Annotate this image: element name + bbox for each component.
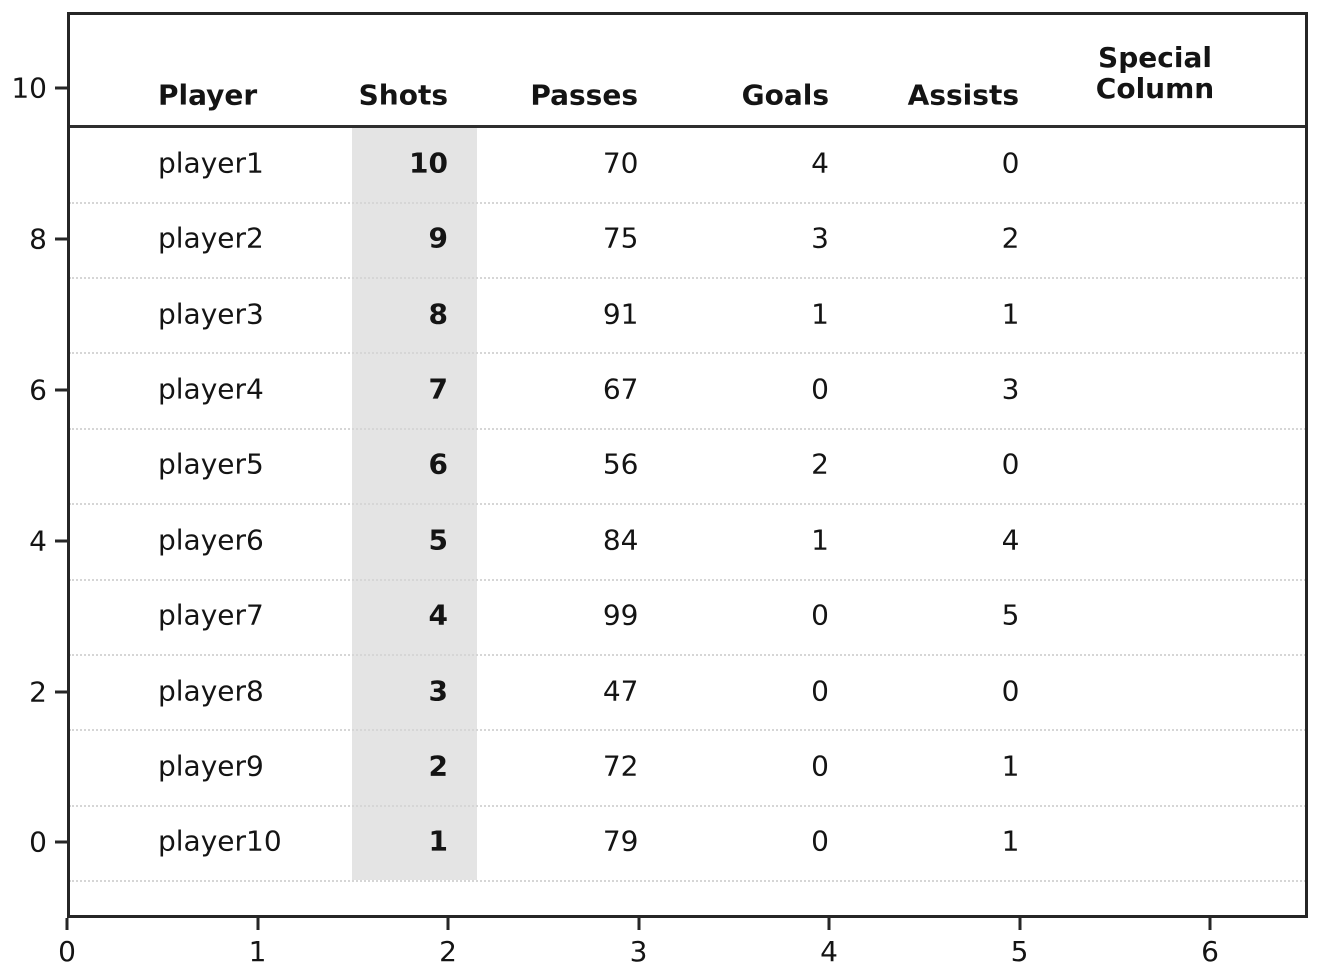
row-gridline — [69, 201, 1306, 204]
shots-column-highlight — [352, 126, 477, 880]
y-tick-mark — [55, 690, 67, 694]
cell-goals: 4 — [811, 146, 829, 180]
cell-passes: 91 — [602, 297, 639, 331]
cell-shots: 2 — [428, 749, 448, 783]
column-header-special-column: Special Column — [1095, 41, 1215, 105]
y-tick-mark — [55, 539, 67, 543]
cell-shots: 8 — [428, 297, 448, 331]
cell-passes: 72 — [602, 749, 639, 783]
cell-passes: 84 — [602, 523, 639, 557]
x-tick-label: 3 — [629, 935, 648, 968]
cell-assists: 4 — [1001, 523, 1020, 557]
x-tick-label: 4 — [820, 935, 838, 968]
cell-player: player9 — [158, 749, 264, 783]
cell-assists: 5 — [1001, 598, 1020, 632]
y-tick-label: 10 — [11, 71, 47, 105]
x-tick-mark — [256, 918, 259, 930]
row-gridline — [69, 503, 1306, 506]
cell-passes: 56 — [602, 447, 639, 481]
cell-goals: 1 — [811, 297, 829, 331]
y-tick-mark — [55, 237, 67, 241]
cell-passes: 67 — [602, 372, 639, 406]
cell-assists: 1 — [1001, 749, 1020, 783]
row-gridline — [69, 804, 1306, 807]
cell-shots: 5 — [428, 523, 448, 557]
plot-area — [67, 12, 1308, 918]
x-tick-label: 5 — [1010, 935, 1029, 968]
cell-assists: 2 — [1001, 221, 1020, 255]
cell-goals: 3 — [811, 221, 829, 255]
cell-shots: 3 — [428, 674, 448, 708]
cell-player: player5 — [158, 447, 264, 481]
y-tick-mark — [55, 86, 67, 90]
cell-player: player10 — [158, 824, 282, 858]
cell-shots: 7 — [428, 372, 448, 406]
cell-passes: 79 — [602, 824, 639, 858]
cell-assists: 0 — [1001, 674, 1020, 708]
x-tick-mark — [1208, 918, 1212, 930]
cell-goals: 0 — [811, 598, 829, 632]
cell-player: player4 — [158, 372, 264, 406]
row-gridline — [69, 653, 1306, 656]
cell-player: player2 — [158, 221, 264, 255]
row-gridline — [69, 880, 1306, 883]
header-separator-line — [69, 125, 1306, 128]
cell-shots: 6 — [428, 447, 448, 481]
cell-passes: 99 — [602, 598, 639, 632]
x-tick-label: 6 — [1201, 935, 1219, 968]
cell-assists: 1 — [1001, 297, 1020, 331]
x-tick-mark — [827, 918, 831, 930]
column-header-player: Player — [158, 78, 258, 112]
y-tick-label: 0 — [29, 825, 47, 859]
x-tick-mark — [637, 918, 640, 930]
y-tick-label: 4 — [29, 524, 47, 558]
row-gridline — [69, 729, 1306, 732]
cell-shots: 9 — [428, 221, 448, 255]
y-tick-label: 2 — [29, 675, 47, 709]
cell-goals: 0 — [811, 749, 829, 783]
y-tick-mark — [55, 388, 67, 392]
x-tick-label: 1 — [248, 935, 267, 968]
x-tick-mark — [65, 918, 69, 930]
column-header-special-line1: Special — [1098, 41, 1212, 75]
row-gridline — [69, 427, 1306, 430]
x-tick-mark — [1018, 918, 1021, 930]
x-tick-label: 2 — [439, 935, 457, 968]
y-tick-label: 8 — [29, 222, 47, 256]
cell-assists: 0 — [1001, 146, 1020, 180]
y-tick-mark — [55, 840, 67, 844]
cell-passes: 70 — [602, 146, 639, 180]
cell-assists: 3 — [1001, 372, 1020, 406]
cell-shots: 4 — [428, 598, 448, 632]
x-tick-mark — [446, 918, 450, 930]
cell-shots: 1 — [428, 824, 448, 858]
cell-assists: 0 — [1001, 447, 1020, 481]
cell-passes: 47 — [602, 674, 639, 708]
column-header-passes: Passes — [530, 78, 638, 112]
row-gridline — [69, 352, 1306, 355]
cell-shots: 10 — [409, 146, 448, 180]
cell-passes: 75 — [602, 221, 639, 255]
cell-goals: 2 — [811, 447, 829, 481]
column-header-special-line2: Column — [1095, 72, 1215, 105]
y-tick-label: 6 — [29, 373, 47, 407]
row-gridline — [69, 276, 1306, 279]
column-header-goals: Goals — [741, 78, 829, 112]
x-tick-label: 0 — [58, 935, 76, 968]
cell-player: player6 — [158, 523, 264, 557]
column-header-shots: Shots — [358, 78, 448, 112]
cell-goals: 0 — [811, 824, 829, 858]
cell-goals: 1 — [811, 523, 829, 557]
cell-player: player1 — [158, 146, 264, 180]
cell-player: player8 — [158, 674, 264, 708]
cell-assists: 1 — [1001, 824, 1020, 858]
cell-player: player7 — [158, 598, 264, 632]
cell-goals: 0 — [811, 674, 829, 708]
row-gridline — [69, 578, 1306, 581]
cell-player: player3 — [158, 297, 264, 331]
cell-goals: 0 — [811, 372, 829, 406]
column-header-assists: Assists — [907, 78, 1019, 112]
